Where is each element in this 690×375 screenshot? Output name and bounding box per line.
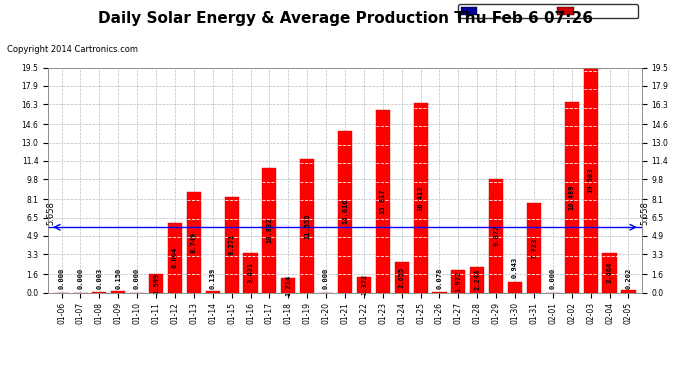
Bar bbox=[451, 270, 466, 292]
Bar bbox=[338, 131, 352, 292]
Text: 1.372: 1.372 bbox=[361, 274, 367, 295]
Bar bbox=[584, 68, 598, 292]
Text: 0.000: 0.000 bbox=[77, 268, 83, 289]
Text: 6.004: 6.004 bbox=[172, 247, 178, 268]
Legend: Average  (kWh), Daily  (kWh): Average (kWh), Daily (kWh) bbox=[458, 4, 638, 18]
Text: 9.872: 9.872 bbox=[493, 225, 499, 246]
Text: 0.202: 0.202 bbox=[625, 268, 631, 289]
Text: 1.214: 1.214 bbox=[285, 275, 291, 296]
Text: Daily Solar Energy & Average Production Thu Feb 6 07:26: Daily Solar Energy & Average Production … bbox=[97, 11, 593, 26]
Bar bbox=[564, 102, 579, 292]
Bar bbox=[168, 223, 182, 292]
Text: 14.016: 14.016 bbox=[342, 199, 348, 224]
Text: 3.464: 3.464 bbox=[607, 262, 613, 283]
Bar bbox=[224, 197, 239, 292]
Bar bbox=[395, 262, 408, 292]
Text: 0.150: 0.150 bbox=[115, 268, 121, 289]
Text: 0.000: 0.000 bbox=[323, 268, 329, 289]
Bar bbox=[206, 291, 220, 292]
Bar bbox=[244, 253, 257, 292]
Text: 5.658: 5.658 bbox=[47, 201, 56, 225]
Text: 0.000: 0.000 bbox=[550, 268, 556, 289]
Text: Copyright 2014 Cartronics.com: Copyright 2014 Cartronics.com bbox=[7, 45, 138, 54]
Text: 3.421: 3.421 bbox=[248, 262, 253, 284]
Text: 10.832: 10.832 bbox=[266, 217, 273, 243]
Bar bbox=[622, 290, 635, 292]
Text: 0.003: 0.003 bbox=[97, 268, 102, 289]
Text: 15.817: 15.817 bbox=[380, 189, 386, 214]
Bar bbox=[357, 277, 371, 292]
Text: 2.655: 2.655 bbox=[399, 267, 405, 288]
Text: 11.556: 11.556 bbox=[304, 213, 310, 238]
Bar bbox=[282, 279, 295, 292]
Text: 8.271: 8.271 bbox=[228, 234, 235, 255]
Text: 0.000: 0.000 bbox=[134, 268, 140, 289]
Text: 19.503: 19.503 bbox=[588, 167, 593, 193]
Text: 16.489: 16.489 bbox=[569, 184, 575, 210]
Bar bbox=[149, 274, 163, 292]
Bar bbox=[262, 168, 277, 292]
Bar bbox=[300, 159, 314, 292]
Text: 5.658: 5.658 bbox=[640, 201, 649, 225]
Bar bbox=[470, 267, 484, 292]
Text: 1.972: 1.972 bbox=[455, 270, 462, 292]
Text: 0.000: 0.000 bbox=[59, 268, 65, 289]
Text: 0.943: 0.943 bbox=[512, 257, 518, 278]
Bar bbox=[413, 103, 428, 292]
Text: 8.749: 8.749 bbox=[191, 231, 197, 253]
Bar bbox=[602, 252, 617, 292]
Text: 16.412: 16.412 bbox=[417, 185, 424, 211]
Text: 7.723: 7.723 bbox=[531, 237, 537, 259]
Text: 0.139: 0.139 bbox=[210, 268, 216, 289]
Text: 1.599: 1.599 bbox=[153, 273, 159, 294]
Text: 0.078: 0.078 bbox=[437, 268, 442, 289]
Bar bbox=[508, 282, 522, 292]
Bar bbox=[376, 110, 390, 292]
Bar bbox=[187, 192, 201, 292]
Text: 2.244: 2.244 bbox=[474, 269, 480, 290]
Bar bbox=[111, 291, 126, 292]
Bar bbox=[489, 178, 503, 292]
Bar bbox=[527, 203, 541, 292]
